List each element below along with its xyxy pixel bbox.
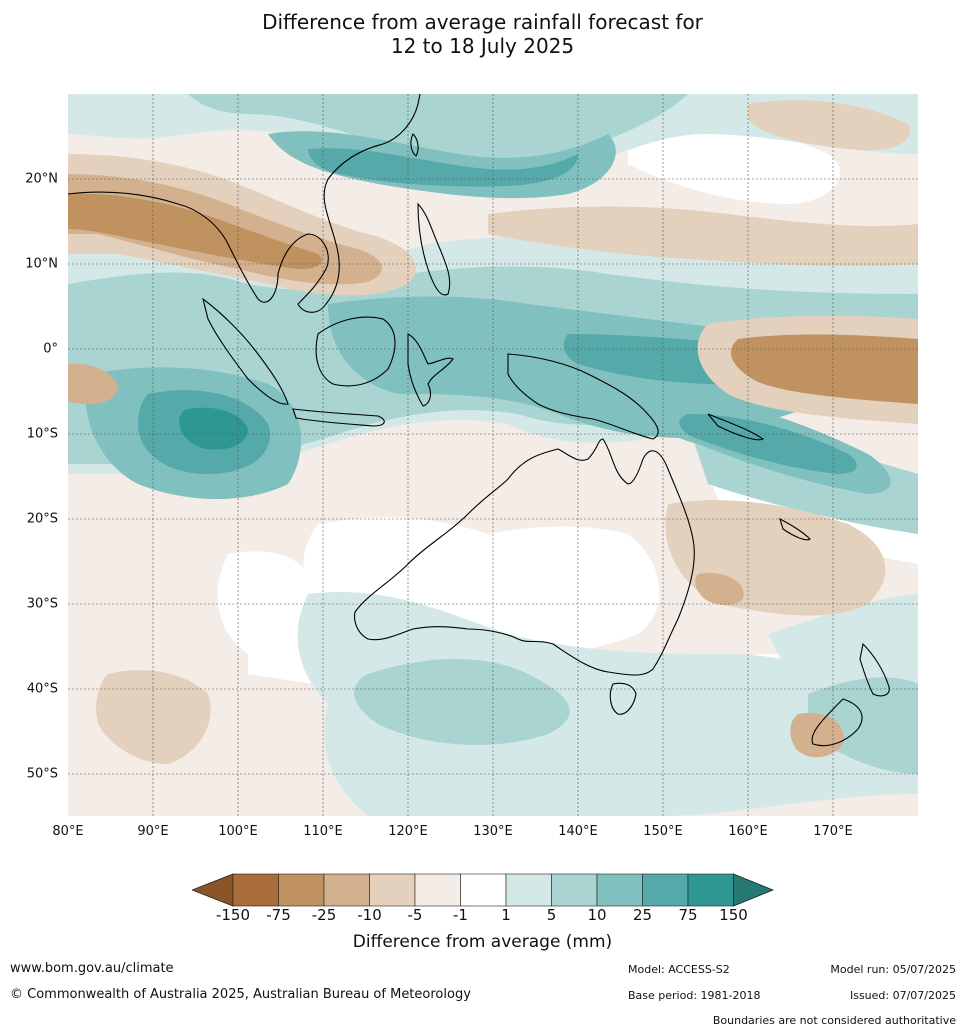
lat-label-10s: 10°S — [26, 426, 58, 442]
colorbar-tick-5: 5 — [546, 906, 557, 924]
lat-label-20s: 20°S — [26, 511, 58, 527]
boundaries-disclaimer: Boundaries are not considered authoritat… — [712, 1014, 956, 1027]
dry-area-west-pacific — [488, 206, 918, 267]
model-run-text: Model run: 05/07/2025 — [830, 963, 956, 976]
lon-label-110e: 110°E — [303, 824, 343, 839]
coastline-sumatra — [202, 297, 289, 405]
title-line-2: 12 to 18 July 2025 — [390, 34, 575, 58]
coastline-java — [292, 408, 385, 427]
colorbar-segment-9 — [596, 873, 643, 907]
colorbar-title: Difference from average (mm) — [352, 932, 613, 952]
copyright-text: © Commonwealth of Australia 2025, Austra… — [10, 987, 471, 1002]
dry-area-new-zealand — [790, 713, 844, 758]
lat-label-0: 0° — [43, 341, 58, 357]
colorbar-segment-8 — [551, 873, 598, 907]
colorbar-high-extension — [733, 873, 774, 907]
colorbar-tick-minus-10: -10 — [357, 906, 382, 924]
dry-area-indochina-strong — [68, 193, 322, 270]
colorbar-segment-2 — [278, 873, 325, 907]
colorbar-low-extension — [192, 873, 234, 907]
dry-area-north-pacific — [748, 100, 910, 151]
lon-label-100e: 100°E — [218, 824, 258, 839]
graticule — [68, 94, 918, 816]
colorbar-tick-150: 150 — [719, 906, 748, 924]
lon-label-120e: 120°E — [388, 824, 428, 839]
coastline-new-caledonia — [779, 517, 811, 541]
lat-label-40s: 40°S — [26, 681, 58, 697]
lon-label-160e: 160°E — [728, 824, 768, 839]
colorbar-segment-5 — [414, 873, 461, 907]
colorbar-segment-10 — [642, 873, 689, 907]
wet-extreme-indian-ocean — [179, 407, 248, 450]
colorbar-tick-minus-25: -25 — [311, 906, 337, 924]
coastline-sulawesi — [407, 333, 454, 407]
colorbar-tick-minus-150: -150 — [215, 906, 251, 924]
lon-label-80e: 80°E — [52, 824, 84, 839]
colorbar-segment-7 — [505, 873, 552, 907]
wet-peak-north — [308, 148, 578, 187]
dry-area-east-australia-core — [695, 573, 744, 606]
coastline-new-zealand-south — [811, 698, 863, 747]
lat-label-20n: 20°N — [25, 171, 58, 187]
map-title: Difference from average rainfall forecas… — [0, 10, 965, 58]
lon-label-130e: 130°E — [473, 824, 513, 839]
colorbar-tick-minus-75: -75 — [266, 906, 291, 924]
rainfall-map[interactable] — [68, 94, 918, 816]
coastline-borneo — [315, 316, 396, 387]
colorbar-tick-minus-1: -1 — [453, 906, 468, 924]
colorbar-segment-3 — [323, 873, 370, 907]
colorbar-segment-11 — [687, 873, 734, 907]
coastline-mainland-asia — [68, 94, 421, 313]
lat-label-10n: 10°N — [25, 256, 58, 272]
dry-area-southwest — [96, 670, 211, 764]
lat-label-50s: 50°S — [26, 766, 58, 782]
dry-area-west-indian — [68, 363, 118, 405]
issued-text: Issued: 07/07/2025 — [849, 989, 956, 1002]
colorbar-tick-25: 25 — [632, 906, 653, 924]
colorbar-segment-6 — [460, 873, 507, 907]
lat-label-30s: 30°S — [26, 596, 58, 612]
lon-label-140e: 140°E — [558, 824, 598, 839]
colorbar-segment-4 — [369, 873, 416, 907]
lon-label-170e: 170°E — [813, 824, 853, 839]
normal-area-north-pacific — [628, 121, 841, 204]
wet-area-light-southwest — [297, 592, 918, 816]
base-period-text: Base period: 1981-2018 — [628, 989, 761, 1002]
colorbar-tick-minus-5: -5 — [407, 906, 423, 924]
colorbar-tick-10: 10 — [587, 906, 607, 924]
colorbar-tick-75: 75 — [678, 906, 698, 924]
colorbar-tick-1: 1 — [501, 906, 511, 924]
coastline-solomon-islands — [707, 413, 765, 441]
coastline-philippines — [417, 202, 451, 296]
coastline-taiwan — [410, 133, 419, 157]
website-link[interactable]: www.bom.gov.au/climate — [10, 961, 174, 976]
coastline-tasmania — [609, 682, 637, 715]
coastline-new-guinea — [507, 353, 659, 440]
coastlines — [68, 94, 890, 747]
colorbar — [192, 873, 774, 907]
title-line-1: Difference from average rainfall forecas… — [262, 10, 703, 34]
wet-area-light-east — [768, 594, 918, 694]
dry-core-equatorial-pacific — [730, 334, 918, 404]
rainfall-anomaly-field — [68, 94, 918, 816]
model-text: Model: ACCESS-S2 — [628, 963, 730, 976]
lon-label-90e: 90°E — [137, 824, 169, 839]
colorbar-segment-1 — [232, 873, 279, 907]
coastline-new-zealand-north — [859, 642, 890, 697]
wet-band-medium-north — [188, 94, 688, 164]
coastline-australia — [354, 438, 695, 676]
lon-label-150e: 150°E — [643, 824, 683, 839]
